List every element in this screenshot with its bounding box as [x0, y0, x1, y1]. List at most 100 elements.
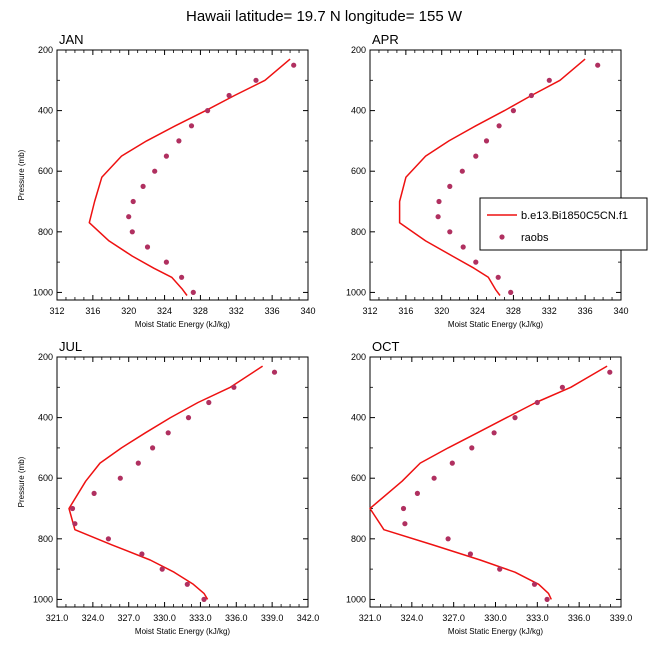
plot-frame: [56, 49, 309, 301]
x-tick-label: 332: [542, 306, 557, 316]
plot-frame: [369, 356, 622, 608]
y-tick-label: 400: [351, 106, 366, 116]
obs-marker: [544, 596, 550, 603]
obs-marker: [460, 244, 466, 250]
obs-marker: [159, 566, 165, 572]
model-line: [88, 58, 291, 296]
obs-marker: [414, 490, 420, 496]
x-tick-label: 333.0: [189, 613, 212, 623]
obs-marker: [495, 274, 501, 280]
x-tick-label: 336.0: [568, 613, 591, 623]
y-tick-label: 600: [351, 166, 366, 176]
figure-title: Hawaii latitude= 19.7 N longitude= 155 W: [185, 8, 462, 25]
x-tick-label: 320: [121, 306, 136, 316]
x-tick-label: 332: [229, 306, 244, 316]
obs-marker: [139, 551, 145, 557]
obs-marker: [436, 198, 442, 205]
obs-marker: [497, 566, 503, 572]
legend-model-label: b.e13.Bi1850C5CN.f1: [521, 210, 628, 222]
obs-marker: [531, 581, 538, 587]
panel-title: APR: [372, 32, 399, 47]
x-tick-label: 342.0: [297, 613, 320, 623]
y-tick-label: 200: [38, 352, 53, 362]
model-line: [68, 365, 264, 600]
legend-obs-label: raobs: [521, 232, 549, 244]
obs-marker: [206, 399, 212, 406]
obs-marker: [188, 123, 195, 129]
x-tick-label: 321.0: [359, 613, 382, 623]
obs-marker: [510, 108, 516, 114]
legend-box: [479, 197, 648, 251]
panel-jul: JUL 321.0 324.0 327.0 330.0 333.0 336.0 339.0 34…: [17, 339, 319, 636]
y-tick-label: 600: [38, 166, 53, 176]
obs-marker: [271, 369, 278, 375]
model-line: [369, 365, 608, 600]
obs-marker: [483, 138, 490, 144]
obs-marker: [431, 475, 437, 481]
y-tick-label: 200: [351, 45, 366, 55]
obs-marker: [400, 505, 407, 512]
obs-marker: [185, 415, 192, 421]
x-tick-label: 327.0: [117, 613, 140, 623]
y-tick-label: 600: [351, 473, 366, 483]
obs-marker: [129, 229, 135, 235]
panel-title: OCT: [372, 339, 400, 354]
obs-marker: [469, 445, 475, 451]
x-axis-label: Moist Static Energy (kJ/kg): [448, 320, 543, 329]
obs-marker: [226, 92, 232, 99]
obs-marker: [445, 536, 451, 542]
y-tick-label: 800: [351, 227, 366, 237]
model-line: [398, 58, 586, 296]
y-tick-label: 800: [38, 227, 53, 237]
x-tick-label: 340: [300, 306, 315, 316]
obs-marker: [491, 430, 497, 436]
x-tick-label: 340: [613, 306, 628, 316]
obs-marker: [163, 259, 169, 265]
x-tick-label: 330.0: [484, 613, 507, 623]
obs-marker: [140, 183, 146, 189]
x-tick-label: 324: [470, 306, 485, 316]
obs-marker: [546, 77, 552, 83]
panel-title: JAN: [59, 32, 84, 47]
panel-apr: APR 312 316 320 324 328 332 336 340 200 400 600 800 1…: [346, 32, 629, 329]
x-axis-label: Moist Static Energy (kJ/kg): [135, 627, 230, 636]
y-tick-label: 1000: [346, 287, 366, 297]
panel-oct: OCT 321.0 324.0 327.0 330.0 333.0 336.0 339.0 20…: [346, 339, 632, 636]
obs-marker: [253, 77, 259, 83]
obs-marker: [91, 490, 97, 496]
legend-obs-swatch: [499, 234, 505, 240]
obs-marker: [534, 399, 540, 406]
panel-jan: JAN 312 316 320 324 328 332 336 340 200 400 600 800 1…: [17, 32, 316, 329]
x-tick-label: 328: [193, 306, 208, 316]
x-tick-label: 324: [157, 306, 172, 316]
obs-marker: [467, 551, 473, 557]
obs-marker: [473, 153, 479, 159]
y-tick-label: 400: [351, 413, 366, 423]
y-tick-label: 1000: [33, 287, 53, 297]
x-tick-label: 327.0: [442, 613, 465, 623]
obs-marker: [69, 505, 76, 512]
obs-marker: [105, 536, 111, 542]
x-tick-label: 312: [362, 306, 377, 316]
x-tick-label: 330.0: [153, 613, 176, 623]
x-axis-label: Moist Static Energy (kJ/kg): [135, 320, 230, 329]
x-tick-label: 312: [49, 306, 64, 316]
obs-marker: [595, 62, 601, 68]
obs-marker: [447, 183, 453, 189]
obs-marker: [559, 384, 566, 390]
x-tick-label: 328: [506, 306, 521, 316]
y-axis-label: Pressure (mb): [17, 456, 26, 507]
obs-marker: [126, 214, 132, 220]
x-tick-label: 316: [398, 306, 413, 316]
x-axis-label: Moist Static Energy (kJ/kg): [448, 627, 543, 636]
obs-marker: [176, 138, 182, 144]
obs-marker: [165, 430, 171, 436]
legend: b.e13.Bi1850C5CN.f1 raobs: [479, 197, 648, 251]
obs-marker: [447, 229, 453, 235]
x-tick-label: 339.0: [610, 613, 633, 623]
y-axis-label: Pressure (mb): [17, 149, 26, 200]
obs-marker: [508, 289, 514, 295]
obs-marker: [607, 369, 613, 375]
obs-marker: [205, 108, 211, 114]
